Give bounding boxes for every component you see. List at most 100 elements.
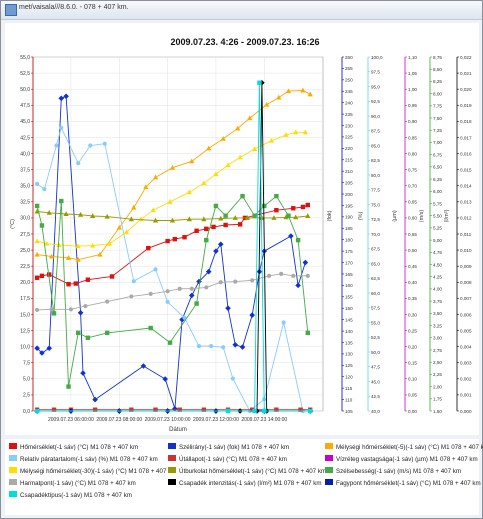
series-point-6 (302, 129, 308, 135)
y-tick-label-a3: 47,5 (371, 365, 380, 370)
legend-label: Útburkolat hőmérséklet(-1 sáv) (°C) M1 0… (179, 468, 327, 475)
y-tick-label-a3: 52,5 (371, 335, 380, 340)
series-point-1 (188, 292, 195, 299)
y-tick-label-a6: 0,003 (460, 361, 472, 366)
series-point-1 (213, 248, 219, 254)
y-tick-label-a5: 3,75 (433, 299, 442, 304)
series-point-8 (286, 213, 291, 218)
series-point-12 (34, 408, 40, 414)
y-tick-label-a2: 240 (345, 100, 353, 105)
series-point-2 (152, 174, 159, 180)
series-point-2 (143, 184, 149, 190)
series-point-0 (85, 277, 91, 282)
series-point-3 (54, 143, 59, 148)
legend-item: Szélirány(-1 sáv) (fok) M1 078 + 407 km (168, 443, 289, 453)
y-tick-label-a5: 3,50 (433, 311, 442, 316)
y-tick-label-a6: 0,014 (460, 184, 472, 189)
y-tick-label-a3: 97,5 (371, 70, 380, 75)
series-point-4 (201, 407, 207, 412)
series-point-8 (213, 203, 219, 209)
y-tick-label-a6: 0,018 (460, 119, 472, 124)
series-point-6 (225, 162, 231, 168)
series-point-0 (194, 228, 199, 233)
y-tick-label-a5: 7,50 (433, 116, 442, 121)
y-tick-label-a2: 190 (345, 215, 353, 220)
y-tick-label-a4: 0,10 (408, 377, 417, 382)
y-tick-label-a6: 0,016 (460, 151, 472, 156)
series-point-4 (274, 407, 279, 412)
y-tick-label-a2: 115 (345, 386, 353, 391)
series-point-2 (131, 204, 137, 210)
y-tick-label-a5: 8,50 (433, 67, 442, 72)
series-point-6 (213, 171, 219, 177)
y-tick-label-a4: 0,50 (408, 248, 417, 253)
y-tick-label-a5: 4,00 (433, 287, 442, 292)
series-point-2 (34, 251, 40, 257)
series-point-6 (90, 242, 96, 248)
y-tick-label-a2: 175 (345, 249, 353, 254)
series-point-9 (68, 307, 74, 312)
y-tick-label-a1: 17,5 (20, 296, 30, 302)
y-tick-label-a5: 4,25 (433, 275, 442, 280)
y-tick-label-a5: 2,75 (433, 348, 442, 353)
legend-item: Vízréteg vastagsága(-1 sáv) (µm) M1 078 … (325, 455, 478, 465)
y-tick-label-a1: 47,5 (20, 103, 30, 109)
y-tick-label-a6: 0,020 (460, 87, 472, 92)
series-point-4 (129, 407, 134, 412)
legend-label: Szélirány(-1 sáv) (fok) M1 078 + 407 km (179, 444, 290, 451)
series-line-12 (37, 82, 311, 412)
series-point-7 (271, 215, 277, 220)
series-point-2 (235, 125, 241, 131)
series-point-7 (244, 215, 250, 220)
y-tick-label-a4: 0,65 (408, 200, 417, 205)
title-bar[interactable]: met/vaisala///8.6.0. - 078 + 407 km. (1, 1, 482, 20)
series-point-9 (165, 289, 170, 294)
y-tick-label-a2: 205 (345, 180, 353, 185)
series-point-12 (257, 80, 262, 85)
y-tick-label-a6: 0,010 (460, 248, 472, 253)
series-point-6 (167, 199, 173, 204)
y-tick-label-a4: 0,70 (408, 184, 417, 189)
y-tick-label-a4: 0,60 (408, 216, 417, 221)
series-point-1 (77, 309, 84, 316)
series-point-6 (268, 137, 275, 143)
series-point-9 (267, 273, 272, 278)
y-tick-label-a4: 0,80 (408, 151, 417, 156)
y-tick-label-a2: 130 (345, 352, 353, 357)
series-point-6 (237, 154, 243, 160)
y-tick-label-a5: 3,00 (433, 336, 442, 341)
series-point-9 (204, 285, 209, 290)
y-tick-label-a3: 60,0 (371, 291, 380, 296)
series-point-2 (307, 91, 313, 97)
legend-item: Harmatpont(-1 sáv) (°C) M1 078 + 407 km (9, 479, 136, 489)
legend-item: Hőmérséklet(-1 sáv) (°C) M1 078 + 407 km (9, 443, 138, 453)
y-tick-label-a3: 67,5 (371, 247, 380, 252)
y-tick-label-a3: 50,0 (371, 350, 380, 355)
series-point-9 (233, 279, 238, 284)
series-point-1 (205, 268, 212, 275)
y-tick-label-a5: 2,25 (433, 372, 442, 377)
series-point-8 (66, 384, 71, 389)
y-tick-label-a6: 0,002 (460, 377, 472, 382)
x-tick-label: 2009.07.23 14:00:00 (241, 417, 287, 423)
y-tick-label-a3: 82,5 (371, 158, 380, 163)
y-tick-label-a2: 135 (345, 340, 353, 345)
y-tick-label-a3: 90,0 (371, 114, 380, 119)
y-tick-label-a3: 77,5 (371, 188, 380, 193)
series-point-0 (172, 236, 178, 242)
series-point-0 (165, 238, 170, 244)
legend-swatch (325, 443, 333, 450)
series-point-7 (232, 215, 238, 220)
series-point-7 (78, 211, 84, 217)
series-point-2 (65, 255, 72, 260)
y-axis-label-a2: (fok) (327, 210, 333, 221)
y-tick-label-a1: 35,0 (20, 184, 30, 190)
y-tick-label-a2: 140 (345, 329, 353, 334)
series-point-9 (279, 271, 284, 277)
y-axis-label-a6: (l/m²) (444, 209, 450, 222)
series-point-3 (35, 181, 40, 186)
legend-item: Szélsebesség(-1 sáv) (m/s) M1 078 + 407 … (325, 467, 461, 477)
series-point-8 (262, 203, 267, 209)
series-point-7 (186, 216, 192, 222)
